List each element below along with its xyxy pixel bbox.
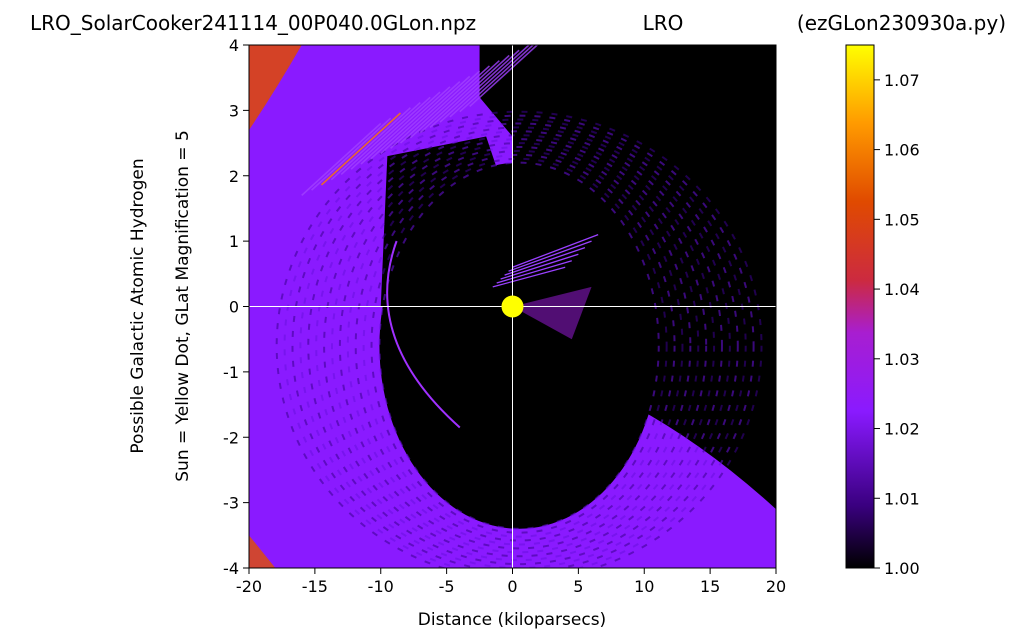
- streak: [399, 70, 481, 144]
- y-tick-label: 0: [229, 298, 239, 317]
- streak: [340, 101, 421, 176]
- colorbar-tick-label: 1.05: [884, 210, 920, 229]
- x-tick-label: 10: [634, 577, 654, 596]
- streak: [469, 45, 539, 108]
- colorbar-tick-label: 1.04: [884, 280, 920, 299]
- fan-streak: [504, 247, 586, 276]
- y-tick-label: -3: [223, 494, 239, 513]
- fan-streak: [496, 260, 572, 284]
- streak: [439, 49, 520, 123]
- ring-texture: [370, 157, 668, 534]
- colorbar-tick-label: 1.00: [884, 559, 920, 578]
- sun-dot: [501, 295, 524, 318]
- void-left: [380, 136, 513, 307]
- x-tick-label: 0: [507, 577, 517, 596]
- streak: [380, 81, 461, 155]
- colorbar: [845, 44, 875, 569]
- colorbar-tick-label: 1.03: [884, 350, 920, 369]
- title-right: (ezGLon230930a.py): [797, 11, 1006, 35]
- streak: [390, 75, 471, 149]
- y-tick-label: 2: [229, 167, 239, 186]
- ring-texture: [331, 138, 708, 554]
- y-tick-label: 3: [229, 101, 239, 120]
- y-axis-label-line2: Sun = Yellow Dot, GLat Magnification = 5: [173, 130, 193, 482]
- colorbar-tick-label: 1.02: [884, 420, 920, 439]
- heatmap-area: [249, 45, 776, 568]
- streak: [409, 65, 490, 139]
- ring-texture: [323, 134, 716, 558]
- streak: [301, 122, 382, 196]
- streak: [459, 45, 535, 113]
- ring-texture: [378, 161, 660, 530]
- streak: [360, 91, 441, 165]
- y-tick-label: 4: [229, 36, 239, 55]
- arc-feature: [386, 240, 461, 429]
- x-tick-label: 20: [766, 577, 786, 596]
- ring-texture: [354, 149, 684, 542]
- x-tick-label: -15: [302, 577, 328, 596]
- fan-streak: [508, 240, 592, 272]
- hot-region-bottom-left: [249, 535, 276, 568]
- x-tick-label: -5: [439, 577, 455, 596]
- ring-texture: [362, 153, 676, 538]
- streak: [370, 86, 451, 160]
- streak: [429, 54, 510, 128]
- hot-region-top-left: [249, 45, 302, 130]
- colorbar-ticks: 1.00 1.01 1.02 1.03 1.04 1.05 1.06 1.07: [874, 71, 920, 578]
- fan-streak: [492, 266, 566, 288]
- ring-texture: [275, 110, 763, 568]
- x-axis-label: Distance (kiloparsecs): [418, 610, 606, 630]
- x-tick-label: -10: [368, 577, 394, 596]
- y-tick-label: -4: [223, 559, 239, 578]
- ring-texture: [307, 126, 731, 566]
- colorbar-tick-label: 1.01: [884, 489, 920, 508]
- streak: [350, 96, 431, 170]
- x-tick-label: -20: [236, 577, 262, 596]
- ring-texture: [315, 130, 723, 562]
- y-tick-label: 1: [229, 232, 239, 251]
- title-center: LRO: [643, 11, 684, 35]
- streak: [419, 60, 500, 134]
- x-tick-label: 15: [700, 577, 720, 596]
- title-left: LRO_SolarCooker241114_00P040.0GLon.npz: [30, 11, 476, 35]
- colorbar-tick-label: 1.07: [884, 71, 920, 90]
- streak: [449, 45, 530, 118]
- x-axis: -20 -15 -10 -5 0 5 10 15 20: [236, 568, 786, 596]
- y-axis-label-line1: Possible Galactic Atomic Hydrogen: [128, 158, 148, 453]
- streak: [330, 107, 411, 181]
- streak: [311, 117, 392, 191]
- fan-streak: [500, 253, 579, 280]
- ring-texture: [338, 142, 700, 550]
- ring-texture: [346, 145, 692, 546]
- ring-texture: [291, 118, 747, 568]
- streak: [320, 112, 402, 186]
- x-tick-label: 5: [573, 577, 583, 596]
- ring-texture: [299, 122, 739, 568]
- y-tick-label: -2: [223, 428, 239, 447]
- colorbar-tick-label: 1.06: [884, 141, 920, 160]
- ring-texture: [283, 114, 755, 568]
- y-axis: -4 -3 -2 -1 0 1 2 3 4: [223, 36, 249, 578]
- sun-fan: [512, 286, 592, 340]
- y-tick-label: -1: [223, 363, 239, 382]
- fan-streak: [512, 233, 599, 268]
